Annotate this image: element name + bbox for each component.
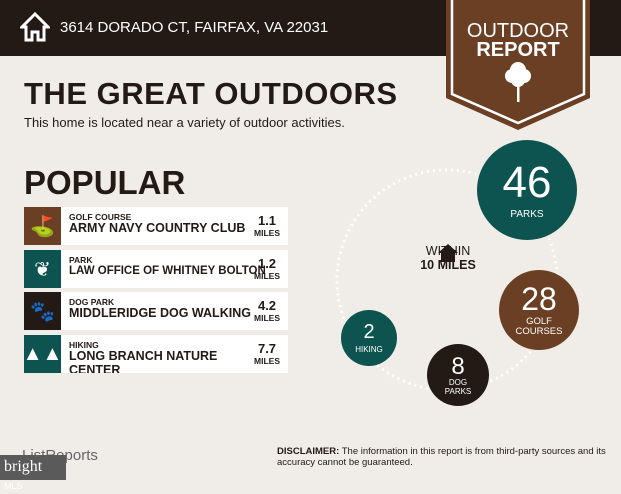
bright-mls-logo: bright MLS [0, 455, 66, 491]
list-item[interactable]: 🐾 DOG PARK MIDDLERIDGE DOG WALKING 4.2 MI… [24, 292, 288, 330]
tree-icon [505, 62, 531, 102]
park-icon: ❦ [24, 250, 61, 288]
paw-icon: 🐾 [24, 292, 61, 330]
page-title: THE GREAT OUTDOORS [24, 76, 398, 111]
item-category: DOG PARK [69, 297, 115, 307]
disclaimer: DISCLAIMER: The information in this repo… [277, 446, 606, 468]
item-name: LONG BRANCH NATURE CENTER [69, 349, 218, 373]
house-icon [20, 12, 50, 42]
golf-count-circle: 28 GOLF COURSES [499, 270, 579, 350]
list-item[interactable]: ⛳ GOLF COURSE ARMY NAVY COUNTRY CLUB 1.1… [24, 207, 288, 245]
banner-line1: OUTDOOR [466, 20, 570, 42]
popular-heading: POPULAR [24, 164, 186, 201]
golf-bag-icon: ⛳ [24, 207, 61, 245]
item-distance: 4.2 MILES [254, 298, 280, 323]
item-category: PARK [69, 255, 93, 265]
within-label: WITHIN 10 MILES [420, 244, 476, 272]
item-distance: 7.7 MILES [254, 341, 280, 366]
banner-line2: REPORT [476, 39, 560, 61]
dog-parks-count-circle: 8 DOG PARKS [427, 344, 489, 406]
outdoor-report-banner [446, 0, 590, 130]
item-distance: 1.1 MILES [254, 213, 280, 238]
item-category: HIKING [69, 340, 99, 350]
item-name: MIDDLERIDGE DOG WALKING [69, 306, 251, 320]
item-name: ARMY NAVY COUNTRY CLUB [69, 221, 246, 235]
list-item[interactable]: ▲▲ HIKING LONG BRANCH NATURE CENTER 7.7 M… [24, 335, 288, 373]
list-item[interactable]: ❦ PARK LAW OFFICE OF WHITNEY BOLTON 1.2 M… [24, 250, 288, 288]
address: 3614 DORADO CT, FAIRFAX, VA 22031 [60, 19, 329, 36]
hiking-count-circle: 2 HIKING [341, 310, 397, 366]
pine-trees-icon: ▲▲ [24, 335, 62, 373]
radius-ring [335, 168, 559, 392]
item-name: LAW OFFICE OF WHITNEY BOLTON [69, 265, 266, 277]
parks-count-circle: 46 PARKS [477, 140, 577, 240]
item-category: GOLF COURSE [69, 212, 132, 222]
house-icon [438, 244, 458, 262]
page-subtitle: This home is located near a variety of o… [24, 115, 345, 130]
item-distance: 1.2 MILES [254, 256, 280, 281]
